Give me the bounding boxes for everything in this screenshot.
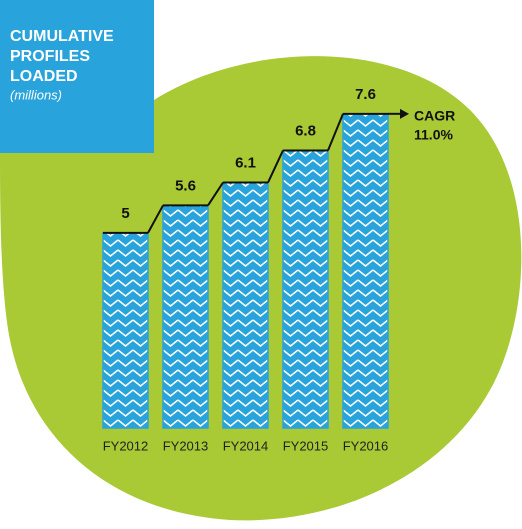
step-connector xyxy=(327,113,344,151)
step-connector xyxy=(267,150,284,183)
value-label: 6.1 xyxy=(235,154,256,171)
bar xyxy=(343,113,388,429)
x-tick-label: FY2013 xyxy=(163,438,209,453)
bar xyxy=(103,232,148,428)
bar xyxy=(283,150,328,428)
arrow-head xyxy=(400,108,409,119)
value-label: 5.6 xyxy=(175,177,196,194)
step-connector xyxy=(147,204,164,234)
title-box xyxy=(0,0,154,153)
step-connector xyxy=(207,181,224,206)
value-label: 7.6 xyxy=(355,86,376,103)
chart-subtitle: (millions) xyxy=(10,87,62,102)
x-tick-label: FY2016 xyxy=(343,438,389,453)
chart-title: LOADED xyxy=(10,68,78,85)
annotation: 11.0% xyxy=(414,127,453,143)
chart-title: PROFILES xyxy=(10,48,90,65)
value-label: 5 xyxy=(121,205,129,222)
value-label: 6.8 xyxy=(295,122,316,139)
annotation: CAGR xyxy=(414,108,455,124)
x-tick-label: FY2015 xyxy=(283,438,329,453)
bar xyxy=(223,182,268,428)
bar xyxy=(163,205,208,428)
chart-title: CUMULATIVE xyxy=(10,28,114,45)
x-tick-label: FY2012 xyxy=(103,438,149,453)
x-tick-label: FY2014 xyxy=(223,438,269,453)
